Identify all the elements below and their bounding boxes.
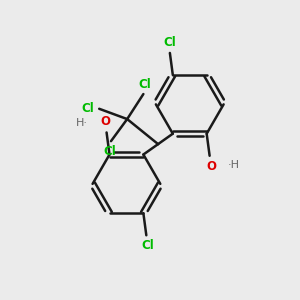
Text: Cl: Cl (81, 102, 94, 115)
Text: ·H: ·H (228, 160, 240, 170)
Text: Cl: Cl (139, 77, 151, 91)
Text: Cl: Cl (141, 239, 154, 252)
Text: H·: H· (76, 118, 88, 128)
Text: Cl: Cl (103, 145, 116, 158)
Text: O: O (206, 160, 216, 173)
Text: Cl: Cl (164, 36, 176, 50)
Text: O: O (100, 115, 110, 128)
